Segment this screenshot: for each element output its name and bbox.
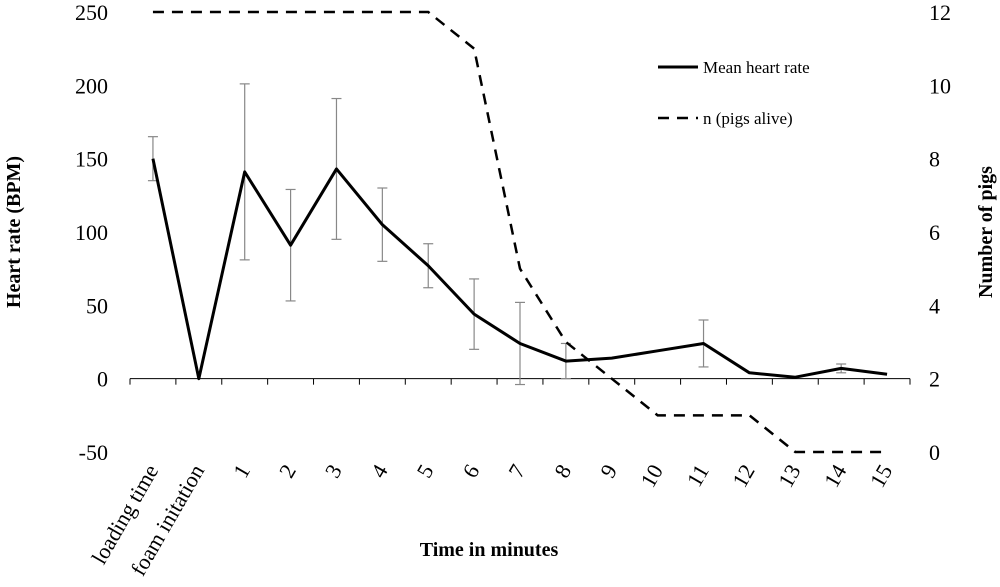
plot-area bbox=[147, 10, 888, 454]
x-tick-label: 1 bbox=[228, 460, 255, 482]
x-tick-label: 5 bbox=[411, 460, 438, 482]
x-tick-label: 8 bbox=[549, 460, 576, 482]
x-tick-label: 4 bbox=[366, 460, 393, 482]
x-tick-label: 14 bbox=[819, 460, 852, 492]
y2-tick-label: 4 bbox=[929, 293, 940, 318]
x-tick-label: 10 bbox=[635, 460, 668, 492]
x-tick-label: 3 bbox=[320, 460, 347, 482]
y-tick-label: -50 bbox=[79, 440, 108, 465]
y-tick-label: 200 bbox=[75, 73, 108, 98]
x-tick-label: 2 bbox=[274, 460, 301, 482]
legend-label-n-pigs-alive: n (pigs alive) bbox=[703, 109, 793, 128]
x-axis-title: Time in minutes bbox=[420, 539, 559, 561]
x-tick-label: 11 bbox=[682, 460, 714, 491]
legend-label-mean-heart-rate: Mean heart rate bbox=[703, 58, 810, 77]
y-tick-label: 150 bbox=[75, 147, 108, 172]
y-tick-label: 0 bbox=[97, 367, 108, 392]
left-axis-tick-labels: -50 0 50 100 150 200 250 bbox=[75, 0, 108, 465]
y2-tick-label: 8 bbox=[929, 147, 940, 172]
series-line-n-pigs-alive bbox=[152, 10, 888, 454]
y2-axis-title: Number of pigs bbox=[975, 166, 997, 298]
x-tick-label: 15 bbox=[865, 460, 898, 492]
y-tick-label: 250 bbox=[75, 0, 108, 25]
y-tick-label: 100 bbox=[75, 220, 108, 245]
y-tick-label: 50 bbox=[86, 293, 108, 318]
y2-tick-label: 10 bbox=[929, 73, 951, 98]
x-tick-label: 12 bbox=[727, 460, 760, 492]
x-tick-label: 6 bbox=[457, 460, 484, 482]
right-axis-tick-labels: 0 2 4 6 8 10 12 bbox=[929, 0, 951, 465]
series-line-mean-heart-rate bbox=[151, 158, 888, 381]
x-tick-label: 9 bbox=[595, 460, 622, 482]
y2-tick-label: 2 bbox=[929, 367, 940, 392]
y-axis-title: Heart rate (BPM) bbox=[3, 156, 25, 308]
x-tick-label: 13 bbox=[773, 460, 806, 492]
y2-tick-label: 6 bbox=[929, 220, 940, 245]
y2-tick-label: 12 bbox=[929, 0, 951, 25]
x-tick-label: 7 bbox=[503, 460, 530, 482]
legend: Mean heart rate n (pigs alive) bbox=[658, 58, 810, 128]
y2-tick-label: 0 bbox=[929, 440, 940, 465]
